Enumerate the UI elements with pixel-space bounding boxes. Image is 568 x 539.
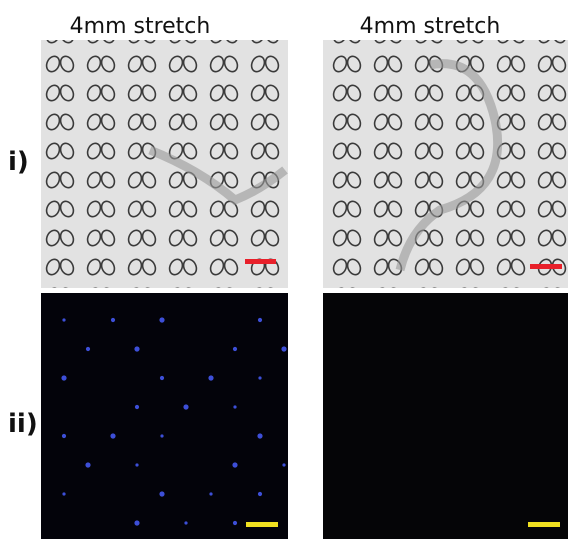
fluorescent-dot [160,434,163,437]
column-title: 4mm stretch [70,14,211,39]
fluorescent-dot [159,317,164,322]
fluorescent-dot [111,318,115,322]
fluorescence-image [323,293,568,539]
page: 4mm stretch 4mm stretch i) ii) (() => { … [0,0,568,539]
row-label: ii) [8,409,38,439]
fluorescent-dot [232,462,237,467]
row-label: i) [8,147,29,177]
fluorescent-dot [110,433,115,438]
fluorescent-dot [159,491,164,496]
fluorescent-dot [258,318,262,322]
fluorescent-dot [282,463,285,466]
brightfield-image [41,40,288,288]
fluorescent-dot [281,346,286,351]
fluorescent-dot [134,346,139,351]
fluorescent-dot [160,376,164,380]
fluorescent-dot [233,521,237,525]
brightfield-image [323,40,568,288]
fluorescence-image [41,293,288,539]
figure: 4mm stretch 4mm stretch i) ii) [0,0,568,539]
fluorescent-dot [184,521,187,524]
fluorescent-dot [257,433,262,438]
fluorescent-dot [62,434,66,438]
fluorescent-dot [61,375,66,380]
fluorescent-dot [85,462,90,467]
fluorescent-dot [62,492,65,495]
fluorescent-dot [208,375,213,380]
fluorescent-dot [135,405,139,409]
fluorescent-dot [209,492,212,495]
fluorescent-dot [135,463,138,466]
fluorescent-dot [183,404,188,409]
fluorescent-dot [258,376,261,379]
fluorescent-dot [134,520,139,525]
fluorescent-dot [233,347,237,351]
fluorescent-dot [233,405,236,408]
fluorescent-dot [258,492,262,496]
column-title: 4mm stretch [360,14,501,39]
fluorescent-dot [86,347,90,351]
fluorescent-dot [62,318,65,321]
